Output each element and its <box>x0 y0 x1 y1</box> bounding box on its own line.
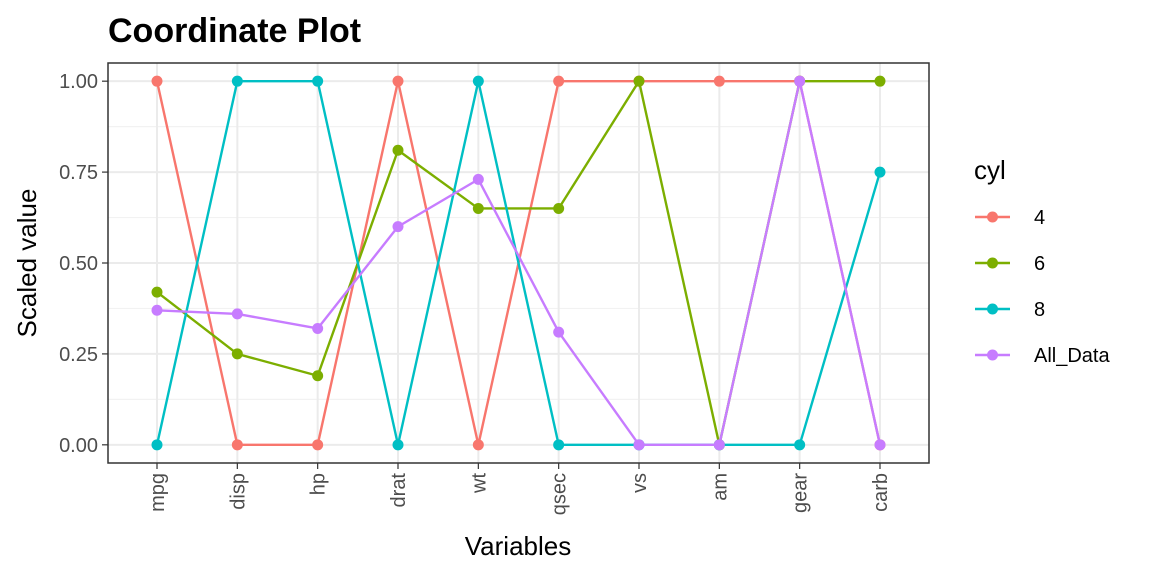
data-point <box>151 304 163 316</box>
x-axis: mpg disp hp drat wt qsec vs am gear carb <box>147 463 892 515</box>
data-point <box>874 439 886 451</box>
data-point <box>472 439 484 451</box>
legend-item-6: 6 <box>975 253 1045 275</box>
y-tick-label: 0.50 <box>59 253 98 275</box>
legend-key-point <box>987 257 998 269</box>
data-point <box>553 439 565 451</box>
series-all-data <box>151 75 886 451</box>
x-tick-label: qsec <box>549 473 571 515</box>
data-point <box>392 75 404 87</box>
data-point <box>553 202 565 214</box>
data-point <box>312 370 324 382</box>
y-axis-title: Scaled value <box>12 189 42 338</box>
legend-label: 4 <box>1034 207 1045 229</box>
chart-title: Coordinate Plot <box>108 12 361 50</box>
x-tick-label: am <box>709 473 731 501</box>
legend-key-point <box>987 303 998 315</box>
data-point <box>713 75 725 87</box>
data-point <box>472 202 484 214</box>
data-point <box>392 144 404 156</box>
x-tick-label: mpg <box>147 473 169 512</box>
x-tick-label: disp <box>227 473 249 510</box>
series-line <box>155 79 882 447</box>
y-axis: 0.00 0.25 0.50 0.75 1.00 <box>59 71 108 457</box>
data-point <box>713 439 725 451</box>
data-point <box>312 439 324 451</box>
data-point <box>392 221 404 233</box>
data-point <box>312 322 324 334</box>
x-tick-label: carb <box>870 473 892 512</box>
data-point <box>472 75 484 87</box>
data-point <box>392 439 404 451</box>
legend-item-4: 4 <box>975 207 1045 229</box>
data-point <box>553 326 565 338</box>
legend-key-point <box>987 211 998 223</box>
legend-item-8: 8 <box>975 299 1045 321</box>
data-point <box>553 75 565 87</box>
data-point <box>151 75 163 87</box>
data-point <box>794 75 806 87</box>
series-line <box>156 79 882 447</box>
legend-item-all-data: All_Data <box>975 345 1110 367</box>
y-tick-label: 0.75 <box>59 162 98 184</box>
data-point <box>231 348 243 360</box>
legend-label: All_Data <box>1034 345 1110 367</box>
data-point <box>794 439 806 451</box>
data-point <box>151 439 163 451</box>
legend: cyl 4 6 8 All_Data <box>974 155 1110 367</box>
legend-title: cyl <box>974 155 1006 185</box>
legend-label: 8 <box>1034 299 1045 321</box>
y-tick-label: 1.00 <box>59 71 98 93</box>
x-tick-label: drat <box>388 473 410 508</box>
data-point <box>633 439 645 451</box>
x-tick-label: vs <box>629 473 651 493</box>
panel-border <box>107 62 930 464</box>
legend-label: 6 <box>1034 253 1045 275</box>
y-tick-label: 0.25 <box>59 344 98 366</box>
legend-key-point <box>987 349 998 361</box>
data-point <box>151 286 163 298</box>
data-point <box>231 439 243 451</box>
x-axis-title: Variables <box>465 531 571 561</box>
data-point <box>874 75 886 87</box>
x-tick-label: hp <box>308 473 330 495</box>
x-tick-label: gear <box>790 473 812 513</box>
data-point <box>231 308 243 320</box>
series-layer <box>151 75 886 451</box>
data-point <box>874 166 886 178</box>
data-point <box>231 75 243 87</box>
data-point <box>633 75 645 87</box>
data-point <box>472 173 484 185</box>
y-tick-label: 0.00 <box>59 435 98 457</box>
x-tick-label: wt <box>468 473 490 494</box>
data-point <box>312 75 324 87</box>
